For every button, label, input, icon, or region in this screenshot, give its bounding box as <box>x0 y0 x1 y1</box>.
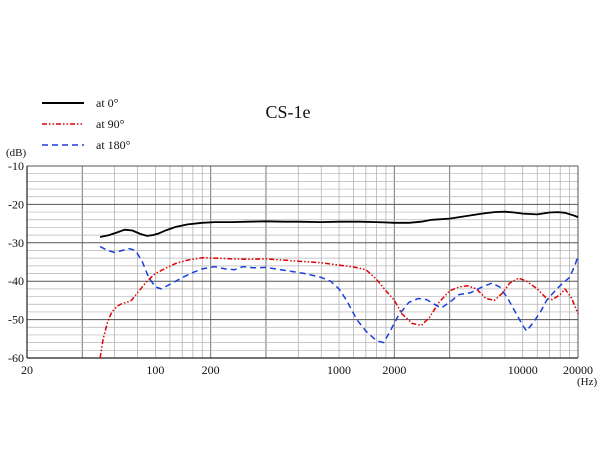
series-lines <box>99 210 579 359</box>
legend-item-0: at 0° <box>42 96 119 110</box>
axes <box>26 166 579 359</box>
y-tick-label: -50 <box>8 313 24 327</box>
y-tick-label: -30 <box>8 236 24 250</box>
y-tick-label: -20 <box>8 197 24 211</box>
x-tick-label: 1000 <box>327 363 351 377</box>
legend-label-1: at 90° <box>96 117 125 131</box>
x-tick-label: 100 <box>146 363 164 377</box>
legend-label-0: at 0° <box>96 96 119 110</box>
y-tick-label: -40 <box>8 274 24 288</box>
series-line-1 <box>99 257 579 359</box>
legend: at 0° at 90° at 180° <box>42 96 131 152</box>
x-tick-label: 20 <box>21 363 33 377</box>
legend-label-2: at 180° <box>96 138 131 152</box>
legend-item-2: at 180° <box>42 138 131 152</box>
series-line-0 <box>99 210 579 238</box>
grid <box>27 165 578 359</box>
x-tick-label: 2000 <box>382 363 406 377</box>
tick-labels: 20 100 200 1000 2000 10000 20000 -10 -20 -30 -40 -5… <box>8 159 593 377</box>
x-tick-label: 20000 <box>563 363 593 377</box>
legend-item-1: at 90° <box>42 117 125 131</box>
chart-title: CS-1e <box>266 102 311 122</box>
y-unit-label: (dB) <box>6 147 27 159</box>
x-unit-label: (Hz) <box>577 376 597 388</box>
x-tick-label: 200 <box>202 363 220 377</box>
y-tick-label: -60 <box>8 351 24 365</box>
x-tick-label: 10000 <box>508 363 538 377</box>
y-tick-label: -10 <box>8 159 24 173</box>
